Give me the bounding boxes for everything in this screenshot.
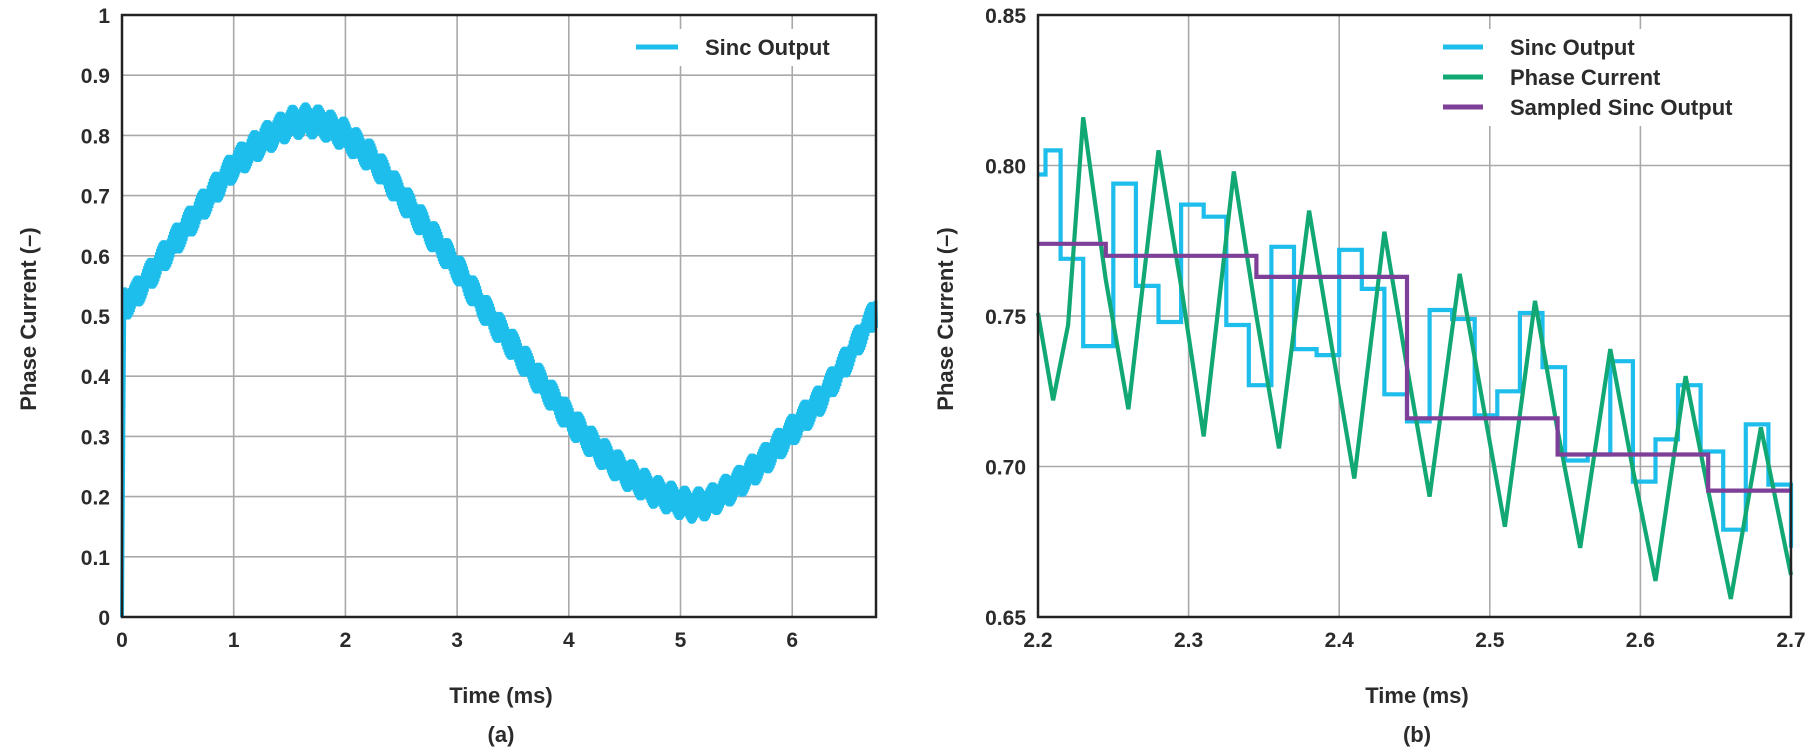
x-tick-label: 2.4 <box>1325 629 1355 652</box>
y-tick-label: 0.2 <box>81 487 110 510</box>
x-tick-label: 5 <box>675 629 687 652</box>
plot-frame-a <box>120 13 878 619</box>
y-tick-label: 0.85 <box>985 5 1026 28</box>
x-tick-label: 2.6 <box>1626 629 1655 652</box>
y-tick-label: 0.5 <box>81 306 111 329</box>
y-tick-label: 0.1 <box>81 547 111 570</box>
x-tick-label: 6 <box>786 629 798 652</box>
plot-frame-b <box>1036 13 1793 619</box>
legend-label: Sinc Output <box>705 35 830 60</box>
x-tick-label: 4 <box>563 629 575 652</box>
y-tick-label: 0 <box>98 607 110 630</box>
x-axis-label-b: Time (ms) <box>1365 683 1469 708</box>
series-layer-a <box>120 102 878 618</box>
y-tick-label: 0.65 <box>985 607 1026 630</box>
series-line-phase-current <box>1035 117 1794 600</box>
x-tick-label: 2.2 <box>1023 629 1052 652</box>
legend-a: Sinc Output <box>628 29 839 66</box>
x-tick-label: 2.7 <box>1776 629 1805 652</box>
y-axis-label-b: Phase Current (–) <box>933 227 958 410</box>
x-tick-label: 2.5 <box>1475 629 1505 652</box>
y-tick-label: 0.8 <box>81 125 111 148</box>
y-tick-label: 0.80 <box>985 156 1026 179</box>
chart-panel-b: 2.2 2.3 2.4 2.5 2.6 2.7 0.65 0.70 0.75 0.80 0.85 S… <box>933 5 1806 747</box>
y-tick-label: 0.9 <box>81 65 110 88</box>
tick-labels-b: 2.2 2.3 2.4 2.5 2.6 2.7 0.65 0.70 0.75 0.80 0.85 <box>985 5 1805 652</box>
x-tick-label: 0 <box>116 629 128 652</box>
y-tick-label: 0.75 <box>985 306 1026 329</box>
series-line-sinc-output <box>120 102 878 618</box>
tick-labels-a: 0 1 2 3 4 5 6 0 0.1 0.2 0.3 0.4 0.5 0.6 0.7 0.8 0.9 1 <box>81 5 798 652</box>
series-line-sinc-output <box>1038 148 1794 548</box>
legend-b: Sinc Output Phase Current Sampled Sinc Out… <box>1435 29 1742 126</box>
series-layer-b <box>1035 117 1794 600</box>
x-tick-label: 1 <box>228 629 240 652</box>
legend-label: Phase Current <box>1510 65 1661 90</box>
y-tick-label: 0.3 <box>81 426 110 449</box>
legend-background <box>1435 29 1742 126</box>
y-tick-label: 0.4 <box>81 366 111 389</box>
series-line-sampled-sinc-output <box>1038 241 1791 493</box>
x-axis-label-a: Time (ms) <box>449 683 553 708</box>
y-tick-label: 0.70 <box>985 457 1026 480</box>
x-tick-label: 2.3 <box>1174 629 1203 652</box>
y-tick-label: 0.7 <box>81 186 110 209</box>
panel-label-a: (a) <box>488 722 515 747</box>
panel-label-b: (b) <box>1403 722 1431 747</box>
legend-label: Sinc Output <box>1510 35 1635 60</box>
x-tick-label: 2 <box>340 629 352 652</box>
y-axis-label-a: Phase Current (–) <box>16 227 41 410</box>
chart-panel-a: 0 1 2 3 4 5 6 0 0.1 0.2 0.3 0.4 0.5 0.6 0.7 0.8 0.9 1 Sin… <box>16 5 878 747</box>
y-tick-label: 1 <box>98 5 110 28</box>
legend-label: Sampled Sinc Output <box>1510 95 1733 120</box>
y-tick-label: 0.6 <box>81 246 110 269</box>
x-tick-label: 3 <box>451 629 463 652</box>
